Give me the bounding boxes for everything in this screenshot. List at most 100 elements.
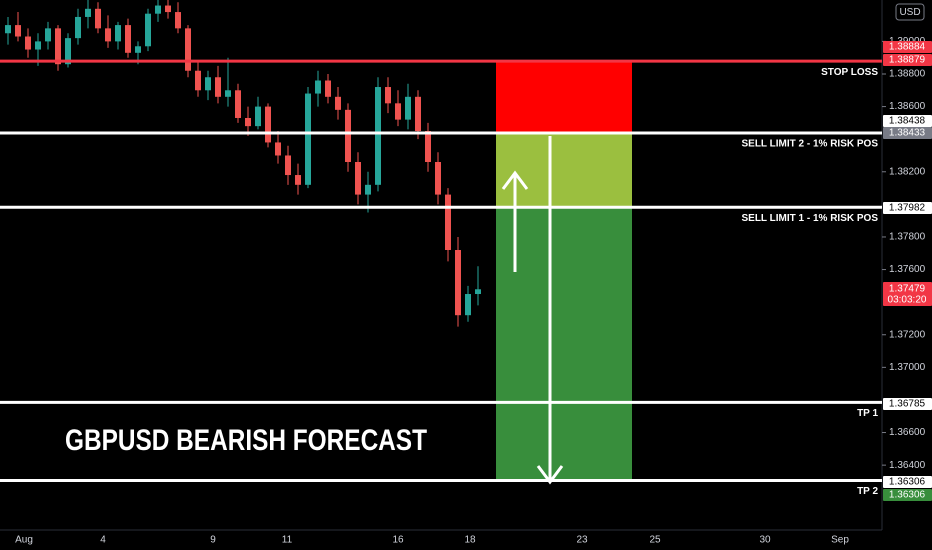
price-tag: [883, 282, 932, 306]
candle-body: [255, 106, 261, 127]
level-label: SELL LIMIT 1 - 1% RISK POS: [741, 213, 878, 224]
candle-body: [45, 28, 51, 42]
y-tick-label: 1.37600: [889, 264, 926, 275]
x-tick-label: 4: [100, 535, 106, 546]
price-tag: [883, 54, 932, 66]
x-tick-label: 9: [210, 535, 216, 546]
level-label: TP 1: [857, 408, 878, 419]
candle-body: [65, 38, 71, 65]
candle-body: [315, 80, 321, 94]
candle-body: [445, 194, 451, 251]
x-tick-label: 16: [392, 535, 404, 546]
y-tick-label: 1.36400: [889, 460, 926, 471]
candle-body: [405, 96, 411, 120]
candle-body: [225, 90, 231, 97]
candle-body: [365, 184, 371, 195]
y-tick-label: 1.38800: [889, 69, 926, 80]
candle-body: [395, 103, 401, 120]
candle-body: [35, 41, 41, 50]
countdown: 03:03:20: [888, 295, 927, 306]
candle-body: [235, 90, 241, 118]
candle-body: [115, 25, 121, 42]
y-tick-label: 1.37800: [889, 232, 926, 243]
candle-body: [125, 25, 131, 53]
annotation: GBPUSD BEARISH FORECAST: [65, 424, 427, 457]
candle-body: [185, 28, 191, 71]
candle-body: [55, 28, 61, 65]
candle-body: [415, 96, 421, 132]
x-tick-label: 25: [649, 535, 661, 546]
price-tag-label: 1.36306: [889, 477, 926, 488]
price-tag-label: 1.38433: [889, 128, 926, 139]
level-label: STOP LOSS: [821, 67, 878, 78]
candle-body: [175, 12, 181, 29]
candle-body: [165, 5, 171, 13]
y-tick-label: 1.38600: [889, 101, 926, 112]
x-tick-label: Aug: [15, 535, 33, 546]
candle-body: [425, 131, 431, 162]
position-zone: [496, 207, 632, 481]
candle-body: [195, 70, 201, 91]
candle-body: [305, 93, 311, 185]
candle-body: [5, 25, 11, 34]
candle-body: [135, 46, 141, 53]
candle-body: [105, 28, 111, 42]
currency: USD: [899, 7, 920, 18]
candle-body: [25, 36, 31, 50]
candle-body: [245, 117, 251, 127]
candle-body: [145, 13, 151, 47]
candle-body: [355, 161, 361, 195]
level-label: SELL LIMIT 2 - 1% RISK POS: [741, 139, 878, 150]
price-tag: [883, 41, 932, 53]
candle-body: [215, 77, 221, 97]
price-tag: [883, 127, 932, 139]
price-tag: [883, 489, 932, 501]
price-tag: [883, 476, 932, 488]
price-tag-label: 1.37982: [889, 203, 926, 214]
candle-body: [95, 8, 101, 29]
price-tag-label: 1.38884: [889, 42, 926, 53]
candle-body: [455, 250, 461, 316]
position-zone: [496, 132, 632, 208]
x-tick-label: 30: [759, 535, 771, 546]
position-zone: [496, 61, 632, 133]
candle-body: [325, 80, 331, 97]
price-tag-label: 1.38879: [889, 55, 926, 66]
candle-body: [375, 87, 381, 185]
candle-body: [465, 294, 471, 316]
y-tick-label: 1.36600: [889, 427, 926, 438]
price-tag: [883, 115, 932, 127]
level-label: TP 2: [857, 486, 878, 497]
y-tick-label: 1.37000: [889, 362, 926, 373]
candle-body: [75, 16, 81, 39]
x-tick-label: 23: [576, 535, 588, 546]
price-tag: [883, 202, 932, 214]
candle-body: [15, 25, 21, 37]
candle-body: [475, 289, 481, 295]
price-tag-label: 1.37479: [889, 284, 926, 295]
currency-box[interactable]: [895, 3, 925, 21]
candle-body: [335, 96, 341, 110]
candle-body: [265, 106, 271, 143]
x-tick-label: Sep: [831, 535, 849, 546]
candle-body: [345, 109, 351, 162]
candle-body: [285, 155, 291, 176]
x-tick-label: 18: [464, 535, 476, 546]
candle-body: [205, 77, 211, 91]
price-tag-label: 1.36306: [889, 490, 926, 501]
candle-body: [275, 142, 281, 156]
price-tag-label: 1.38438: [889, 116, 926, 127]
price-tag: [883, 398, 932, 410]
arrow-head: [536, 465, 564, 485]
candle-body: [155, 5, 161, 14]
candle-body: [385, 87, 391, 104]
x-tick-label: 11: [282, 535, 293, 546]
y-tick-label: 1.37200: [889, 329, 926, 340]
candle-body: [85, 8, 91, 17]
y-tick-label: 1.38200: [889, 166, 926, 177]
candle-body: [295, 175, 301, 185]
candle-body: [435, 161, 441, 195]
